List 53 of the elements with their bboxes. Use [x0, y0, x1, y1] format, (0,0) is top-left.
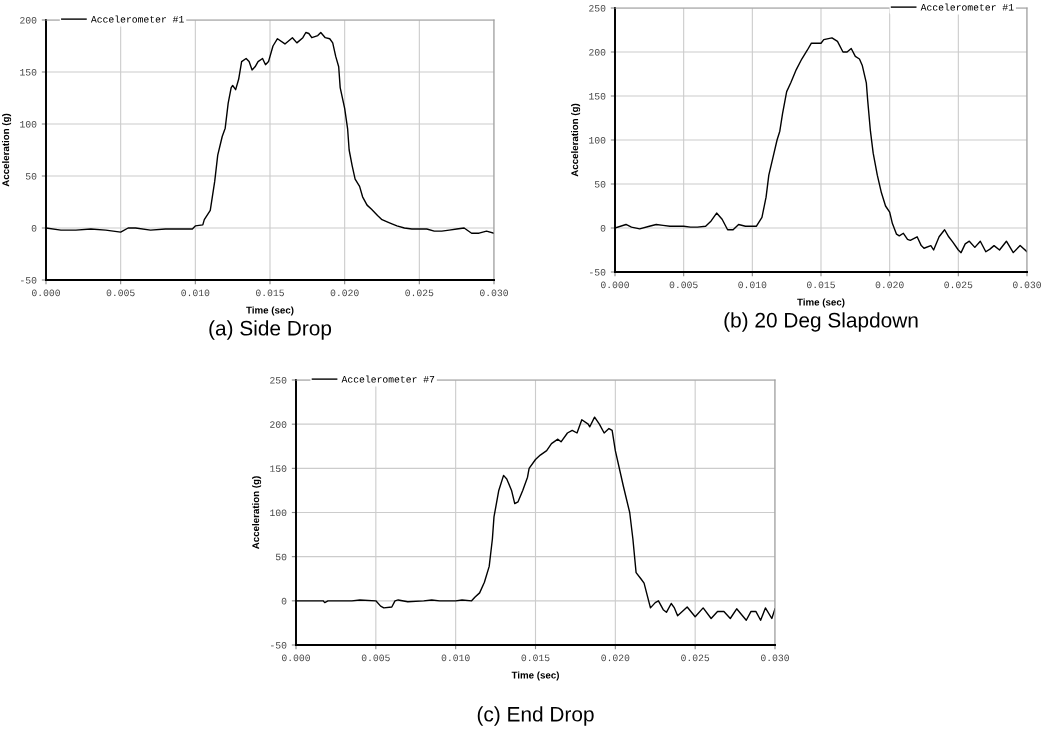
y-tick-label: 50: [275, 553, 287, 561]
y-tick-label: 50: [25, 173, 37, 180]
y-tick-label: 200: [20, 17, 37, 24]
x-tick-label: 0.020: [330, 289, 359, 297]
x-tick-label: 0.000: [32, 289, 60, 297]
y-tick-label: 0: [600, 225, 606, 232]
y-tick-label: -50: [590, 269, 606, 276]
x-tick-label: 0.015: [521, 654, 550, 662]
x-tick-label: 0.010: [441, 654, 470, 662]
y-tick-label: 150: [270, 465, 287, 472]
x-tick-label: 0.005: [106, 289, 135, 297]
x-tick-label: 0.000: [601, 281, 629, 289]
y-tick-label: -50: [271, 642, 287, 649]
y-tick-label: 100: [270, 509, 287, 517]
y-tick-label: 200: [270, 421, 287, 428]
y-tick-label: 250: [270, 377, 287, 384]
x-tick-label: 0.025: [405, 289, 434, 297]
y-tick-label: 0: [31, 225, 37, 232]
y-tick-label: 250: [589, 5, 606, 12]
x-tick-label: 0.010: [181, 289, 210, 297]
y-tick-label: -50: [21, 277, 37, 284]
x-tick-label: 0.020: [601, 654, 630, 662]
x-axis-title: Time (sec): [511, 671, 559, 681]
text: (a) Side Drop: [209, 320, 332, 340]
x-tick-label: 0.030: [761, 654, 789, 662]
text: (b) 20 Deg Slapdown: [724, 312, 918, 332]
legend-label: Accelerometer #1: [90, 15, 184, 23]
y-axis-title: Acceleration (g): [571, 103, 581, 177]
x-tick-label: 0.005: [669, 281, 698, 289]
x-tick-label: 0.025: [681, 654, 710, 662]
x-tick-label: 0.000: [282, 654, 310, 662]
x-axis-title: Time (sec): [246, 306, 294, 316]
x-tick-label: 0.015: [256, 289, 284, 297]
y-axis-title: Acceleration (g): [2, 113, 12, 187]
x-tick-label: 0.025: [944, 281, 973, 289]
y-tick-label: 150: [589, 93, 606, 100]
y-tick-label: 200: [589, 49, 606, 56]
y-tick-label: 100: [589, 137, 606, 144]
x-tick-label: 0.010: [738, 281, 767, 289]
legend-label: Accelerometer #7: [341, 375, 435, 383]
x-tick-label: 0.020: [875, 281, 904, 289]
x-tick-label: 0.030: [480, 289, 508, 297]
x-tick-label: 0.015: [807, 281, 835, 289]
y-tick-label: 50: [594, 181, 606, 188]
x-tick-label: 0.030: [1013, 281, 1041, 289]
y-tick-label: 150: [20, 69, 37, 76]
y-tick-label: 0: [281, 597, 287, 605]
x-tick-label: 0.005: [361, 654, 390, 662]
y-tick-label: 100: [20, 121, 37, 128]
text: (c) End Drop: [477, 706, 594, 726]
x-axis-title: Time (sec): [797, 298, 845, 308]
y-axis-title: Acceleration (g): [252, 476, 262, 549]
legend-label: Accelerometer #1: [920, 3, 1014, 11]
